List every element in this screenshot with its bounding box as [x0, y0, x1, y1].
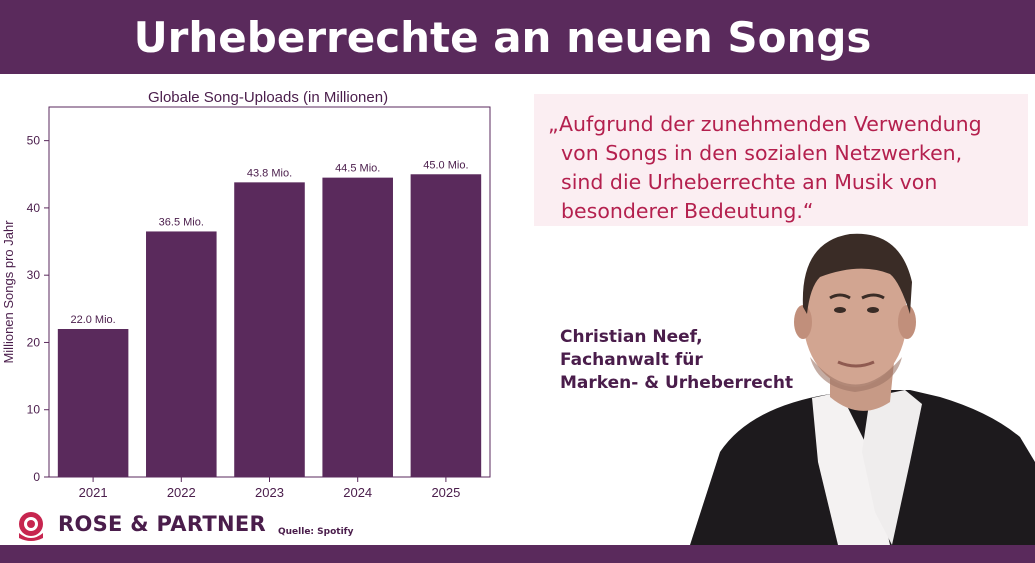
data-label: 44.5 Mio.	[335, 163, 380, 175]
brand-name: ROSE & PARTNER	[58, 512, 266, 536]
person-name: Christian Neef,	[560, 327, 703, 347]
portrait-photo	[690, 233, 1035, 545]
person-title: Fachanwalt für	[560, 350, 703, 370]
bar-2024	[322, 177, 393, 477]
data-label: 22.0 Mio.	[70, 314, 115, 326]
data-label: 43.8 Mio.	[247, 167, 292, 179]
bar-2023	[234, 182, 305, 477]
quote-box	[534, 94, 1028, 226]
source-note: Quelle: Spotify	[278, 527, 354, 537]
data-label: 36.5 Mio.	[159, 216, 204, 228]
page-title: Urheberrechte an neuen Songs	[133, 13, 872, 62]
y-tick-label: 0	[33, 470, 40, 484]
bar-chart: Globale Song-Uploads (in Millionen) Mill…	[1, 89, 491, 500]
x-ticks: 2021 2022 2023 2024 2025	[79, 477, 460, 500]
data-label: 45.0 Mio.	[423, 159, 468, 171]
quote-text: „Aufgrund der zunehmenden Verwendung von…	[548, 110, 1018, 226]
person-specialty: Marken- & Urheberrecht	[560, 373, 794, 393]
chart-title: Globale Song-Uploads (in Millionen)	[148, 89, 388, 106]
quote-line: besonderer Bedeutung.“	[548, 199, 814, 223]
y-tick-label: 30	[27, 268, 41, 282]
bar-2022	[146, 231, 217, 477]
footer-bar	[0, 545, 1035, 563]
y-tick-label: 50	[27, 134, 41, 148]
quote-line: von Songs in den sozialen Netzwerken,	[548, 141, 963, 165]
person-caption: Christian Neef, Fachanwalt für Marken- &…	[560, 326, 793, 395]
y-axis-label: Millionen Songs pro Jahr	[1, 220, 16, 364]
x-tick-label: 2023	[255, 485, 284, 500]
bar-2025	[410, 174, 482, 477]
bar-2021	[57, 329, 129, 477]
header-bar	[0, 0, 1035, 74]
bars: 22.0 Mio. 36.5 Mio. 43.8 Mio. 44.5 Mio. 45.0…	[57, 159, 482, 477]
y-tick-label: 40	[27, 201, 41, 215]
x-tick-label: 2021	[79, 485, 108, 500]
y-tick-label: 20	[27, 335, 41, 349]
y-tick-label: 10	[27, 403, 41, 417]
quote-line: „Aufgrund der zunehmenden Verwendung	[548, 112, 982, 136]
y-ticks: 0 10 20 30 40 50	[27, 134, 49, 484]
x-tick-label: 2025	[431, 485, 460, 500]
rose-logo-icon	[19, 512, 43, 541]
quote-line: sind die Urheberrechte an Musik von	[548, 170, 938, 194]
x-tick-label: 2022	[167, 485, 196, 500]
x-tick-label: 2024	[343, 485, 372, 500]
